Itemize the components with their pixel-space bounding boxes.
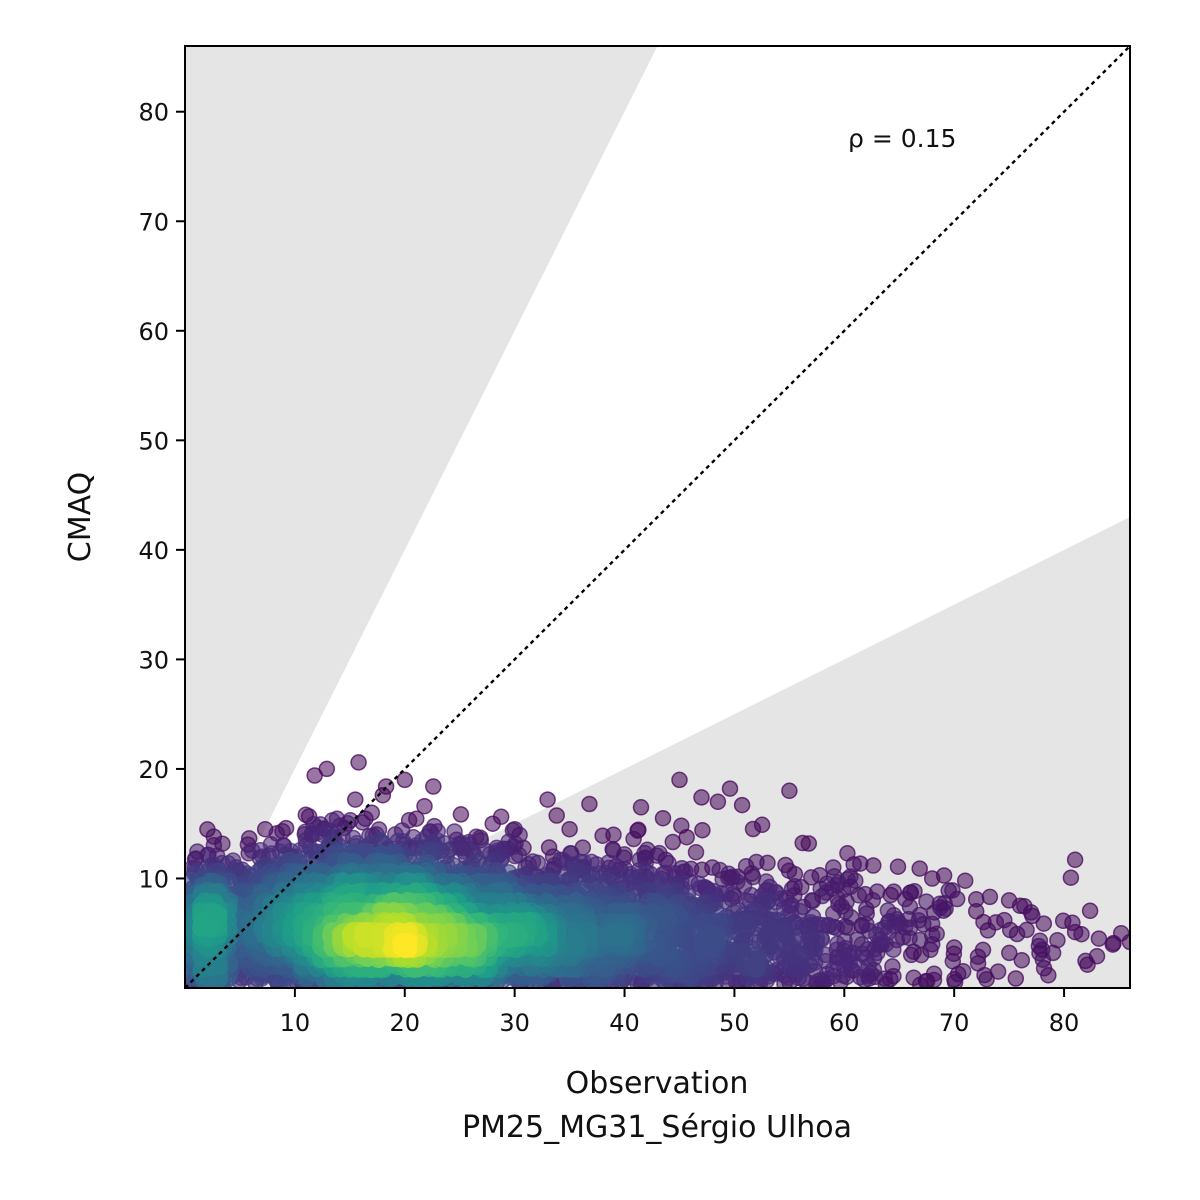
- data-point: [1013, 951, 1031, 969]
- plot-area: [185, 46, 1130, 988]
- data-point: [687, 843, 705, 861]
- data-point: [694, 821, 711, 839]
- shaded-region-upper: [185, 46, 658, 988]
- data-point: [654, 809, 672, 827]
- data-point: [937, 900, 954, 917]
- data-point: [839, 952, 856, 970]
- data-point: [632, 799, 650, 816]
- data-point: [1035, 915, 1053, 932]
- data-point: [539, 791, 556, 808]
- data-point: [350, 754, 367, 771]
- data-point: [889, 858, 907, 875]
- data-point: [318, 760, 336, 778]
- data-point: [709, 793, 727, 811]
- data-point: [693, 789, 710, 806]
- data-point: [1018, 921, 1035, 939]
- data-point: [629, 822, 646, 839]
- data-point: [749, 958, 767, 975]
- data-point: [949, 965, 967, 983]
- data-point: [1024, 907, 1041, 925]
- data-point: [671, 771, 688, 789]
- data-point: [882, 886, 899, 904]
- data-point: [884, 958, 901, 975]
- data-point: [956, 872, 974, 889]
- data-point: [978, 970, 995, 988]
- data-point: [967, 891, 985, 908]
- data-point: [1001, 944, 1018, 962]
- data-point: [664, 833, 682, 851]
- data-point: [925, 971, 943, 988]
- data-point: [484, 815, 501, 832]
- data-point: [794, 834, 811, 852]
- data-point: [581, 795, 598, 813]
- data-point: [1034, 951, 1052, 968]
- data-point: [733, 796, 751, 814]
- data-point: [1104, 936, 1122, 953]
- data-point: [1081, 902, 1099, 920]
- data-point: [452, 806, 470, 823]
- data-point: [609, 922, 627, 939]
- data-point: [199, 915, 217, 933]
- data-point: [416, 797, 433, 815]
- data-point: [744, 820, 762, 838]
- data-point: [347, 791, 364, 808]
- data-point: [969, 955, 987, 972]
- data-point: [374, 786, 392, 804]
- data-point: [274, 823, 291, 840]
- data-point: [678, 828, 695, 846]
- data-point: [396, 771, 414, 789]
- data-point: [1088, 947, 1106, 965]
- data-point: [911, 860, 928, 877]
- data-point: [1062, 869, 1080, 886]
- data-point: [1049, 931, 1066, 949]
- data-point: [1090, 930, 1108, 947]
- data-point: [872, 931, 889, 948]
- data-point: [694, 932, 711, 950]
- data-point: [561, 820, 578, 838]
- data-point: [781, 782, 798, 800]
- data-point: [1001, 921, 1019, 939]
- data-point: [1007, 970, 1025, 987]
- data-point: [548, 807, 565, 824]
- data-point: [935, 867, 953, 884]
- data-point: [760, 892, 777, 910]
- data-point: [791, 944, 808, 962]
- data-points: [185, 754, 1130, 988]
- data-point: [425, 778, 442, 795]
- data-point: [711, 861, 729, 879]
- data-point: [339, 814, 356, 832]
- data-point: [605, 826, 622, 843]
- data-point: [902, 946, 920, 964]
- data-point: [1066, 923, 1084, 941]
- data-point: [763, 926, 780, 943]
- data-point: [981, 888, 999, 906]
- data-point: [987, 914, 1005, 931]
- data-point: [1066, 851, 1084, 869]
- data-point: [830, 874, 847, 891]
- data-point: [721, 780, 739, 797]
